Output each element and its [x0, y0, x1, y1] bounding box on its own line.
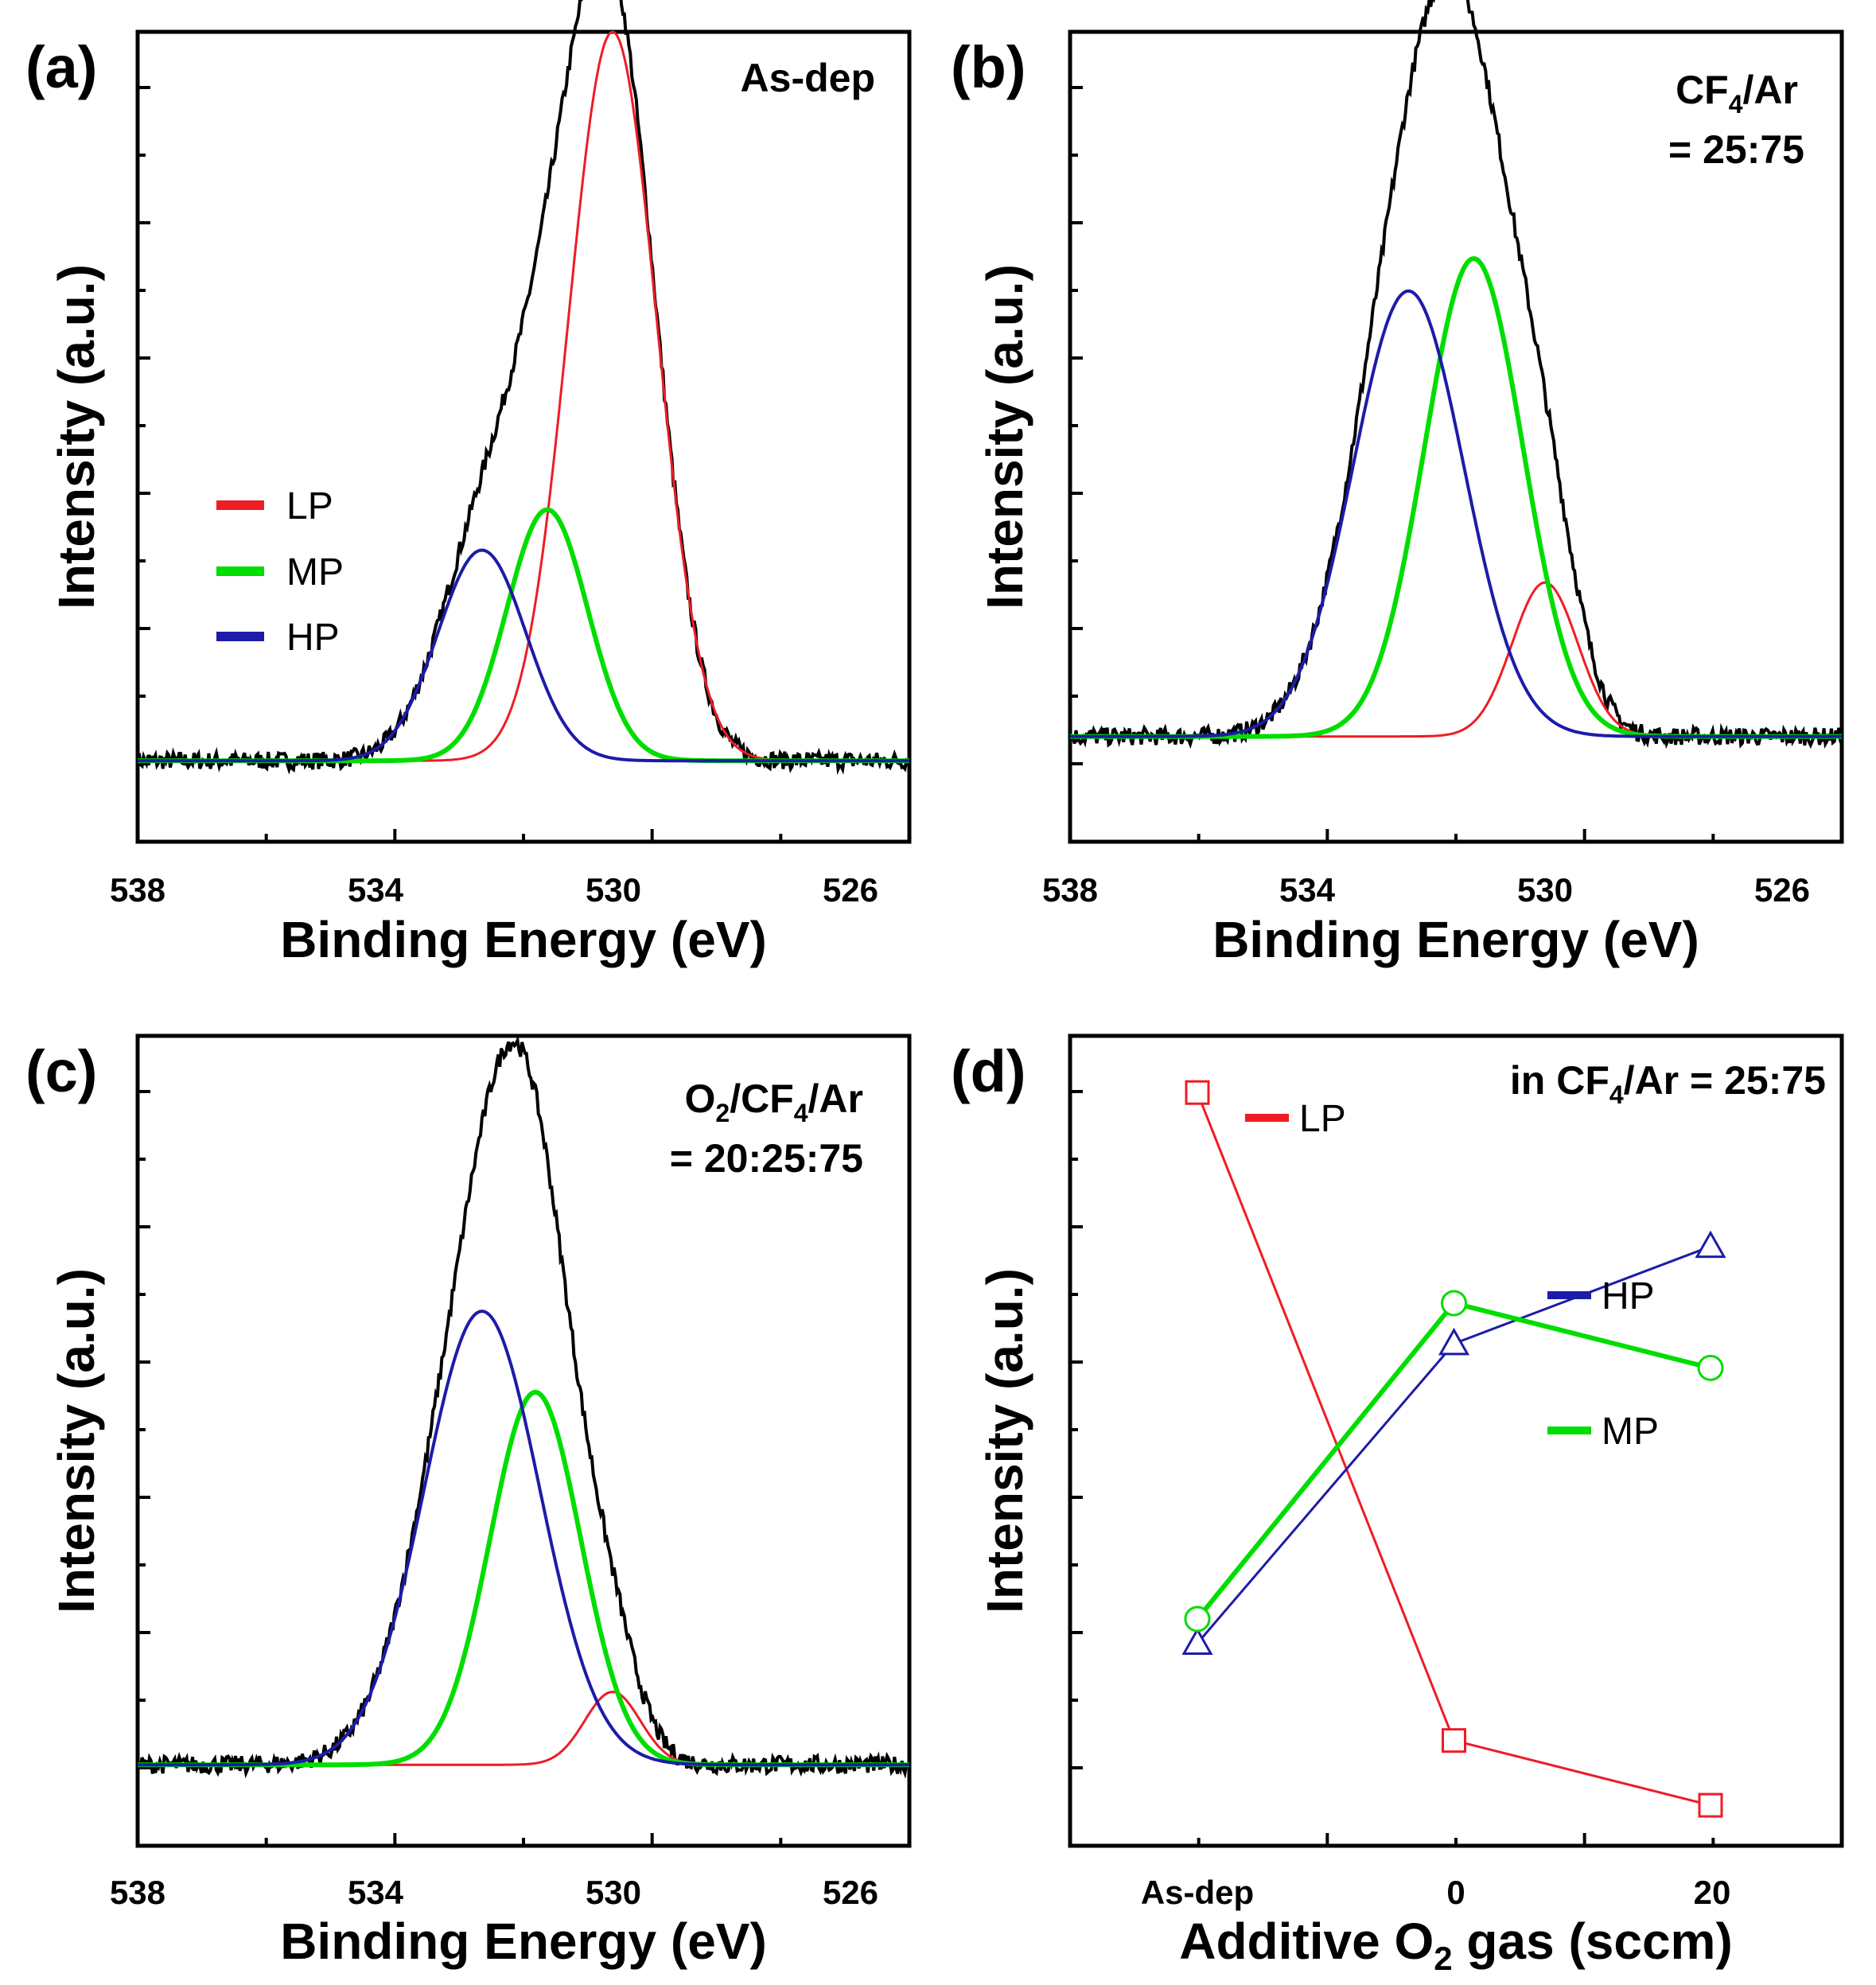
- panel-c-annotation-line1: O2/CF4/Ar: [684, 1076, 863, 1127]
- annot-c-o: O: [684, 1076, 715, 1121]
- panel-a-xlabel: Binding Energy (eV): [280, 911, 767, 968]
- panel-a-ticks: [136, 86, 911, 842]
- component-hp-line: [138, 1310, 909, 1767]
- panel-a: (a) 538 534 530 526 Binding Energy (eV) …: [25, 0, 912, 968]
- panel-c-curves: [136, 1034, 911, 1779]
- annot-c-ar: /Ar: [808, 1076, 863, 1121]
- panel-d-ticks: [1068, 1090, 1843, 1846]
- panel-a-letter: (a): [25, 34, 97, 100]
- panel-a-xtick: 526: [823, 871, 878, 909]
- marker-hp: [1438, 1327, 1470, 1356]
- series-label-hp: HP: [1602, 1275, 1655, 1317]
- panel-d-xlabel-tail: gas (sccm): [1453, 1913, 1733, 1970]
- annot-d-in-cf: in CF: [1510, 1058, 1609, 1103]
- component-hp-line: [1070, 289, 1842, 738]
- panel-a-xtick: 534: [348, 871, 404, 909]
- panel-c-xtick: 538: [110, 1874, 165, 1911]
- panel-b-xtick: 534: [1279, 871, 1336, 909]
- annot-b-sub4: 4: [1729, 90, 1743, 119]
- panel-c: (c) 538 534 530 526 Binding Energy (eV) …: [25, 1033, 912, 1970]
- annot-b-cf: CF: [1676, 68, 1729, 112]
- legend-label-hp: HP: [286, 617, 340, 659]
- panel-c-letter: (c): [25, 1038, 97, 1104]
- panel-d-xlabel: Additive O2 gas (sccm): [1179, 1913, 1733, 1977]
- panel-c-xlabel: Binding Energy (eV): [280, 1913, 767, 1970]
- component-mp-line: [1070, 255, 1842, 739]
- panel-c-annotation-line2: = 20:25:75: [670, 1136, 863, 1181]
- annot-d-ratio: /Ar = 25:75: [1624, 1058, 1826, 1103]
- component-lp-line: [1070, 581, 1842, 738]
- panel-d-xlabel-sub: 2: [1434, 1940, 1452, 1977]
- component-hp-line: [138, 548, 909, 763]
- marker-mp: [1697, 1354, 1724, 1381]
- panel-b-xtick: 530: [1517, 871, 1573, 909]
- panel-c-ticks: [136, 1090, 911, 1846]
- envelope-line: [136, 0, 911, 776]
- panel-c-xtick: 530: [586, 1874, 641, 1911]
- marker-lp: [1185, 1080, 1210, 1105]
- panel-b-annotation-line2: = 25:75: [1668, 127, 1804, 172]
- panel-b-xtick: 538: [1042, 871, 1098, 909]
- panel-a-curves: [136, 0, 911, 776]
- panel-b-ylabel: Intensity (a.u.): [976, 264, 1033, 609]
- annot-b-ar: /Ar: [1743, 68, 1798, 112]
- panel-d-ylabel: Intensity (a.u.): [976, 1268, 1033, 1613]
- marker-lp: [1442, 1728, 1466, 1753]
- series-label-lp: LP: [1299, 1098, 1346, 1140]
- annot-d-sub4: 4: [1609, 1080, 1624, 1109]
- panel-b: (b) 538 534 530 526 Binding Energy (eV) …: [951, 0, 1844, 968]
- component-mp-line: [138, 1389, 909, 1768]
- annot-c-sub4: 4: [794, 1099, 808, 1127]
- component-lp-line: [138, 30, 909, 762]
- marker-hp: [1181, 1627, 1213, 1655]
- panel-d-xtick: 0: [1446, 1874, 1465, 1911]
- series-label-mp: MP: [1602, 1411, 1659, 1453]
- panel-d-frame: [1068, 1033, 1844, 1848]
- panel-c-xtick: 526: [823, 1874, 878, 1911]
- panel-c-ylabel: Intensity (a.u.): [48, 1268, 105, 1613]
- annot-c-cf: /CF: [730, 1076, 794, 1121]
- marker-mp: [1184, 1606, 1211, 1633]
- panel-a-xtick: 530: [586, 871, 641, 909]
- panel-d-letter: (d): [951, 1038, 1026, 1104]
- panel-d-annotation: in CF4/Ar = 25:75: [1510, 1058, 1826, 1109]
- panel-b-xlabel: Binding Energy (eV): [1212, 911, 1699, 968]
- envelope-line: [136, 1034, 911, 1779]
- panel-a-xtick: 538: [110, 871, 165, 909]
- panel-b-letter: (b): [951, 34, 1026, 100]
- marker-lp: [1698, 1792, 1723, 1818]
- panel-b-xtick: 526: [1754, 871, 1810, 909]
- panel-b-annotation-line1: CF4/Ar: [1676, 68, 1798, 119]
- panel-b-ticks: [1068, 86, 1843, 842]
- panel-d: (d) As-dep 0 20 Additive O2 gas (sccm) I…: [951, 1033, 1844, 1977]
- annot-c-sub2: 2: [715, 1099, 730, 1127]
- panel-d-xtick: As-dep: [1141, 1874, 1254, 1911]
- marker-mp: [1441, 1290, 1467, 1317]
- panel-a-ylabel: Intensity (a.u.): [48, 264, 105, 609]
- legend-label-mp: MP: [286, 551, 344, 594]
- component-lp-line: [138, 1691, 909, 1766]
- panel-d-series: [1181, 1080, 1726, 1818]
- panel-d-xtick: 20: [1694, 1874, 1731, 1911]
- panel-c-xtick: 534: [348, 1874, 404, 1911]
- panel-b-curves: [1068, 0, 1843, 749]
- marker-hp: [1695, 1230, 1726, 1259]
- panel-a-annotation: As-dep: [741, 56, 875, 100]
- legend-label-lp: LP: [286, 485, 333, 527]
- panel-a-frame: [135, 29, 912, 844]
- panel-d-xlabel-main: Additive O: [1179, 1913, 1434, 1970]
